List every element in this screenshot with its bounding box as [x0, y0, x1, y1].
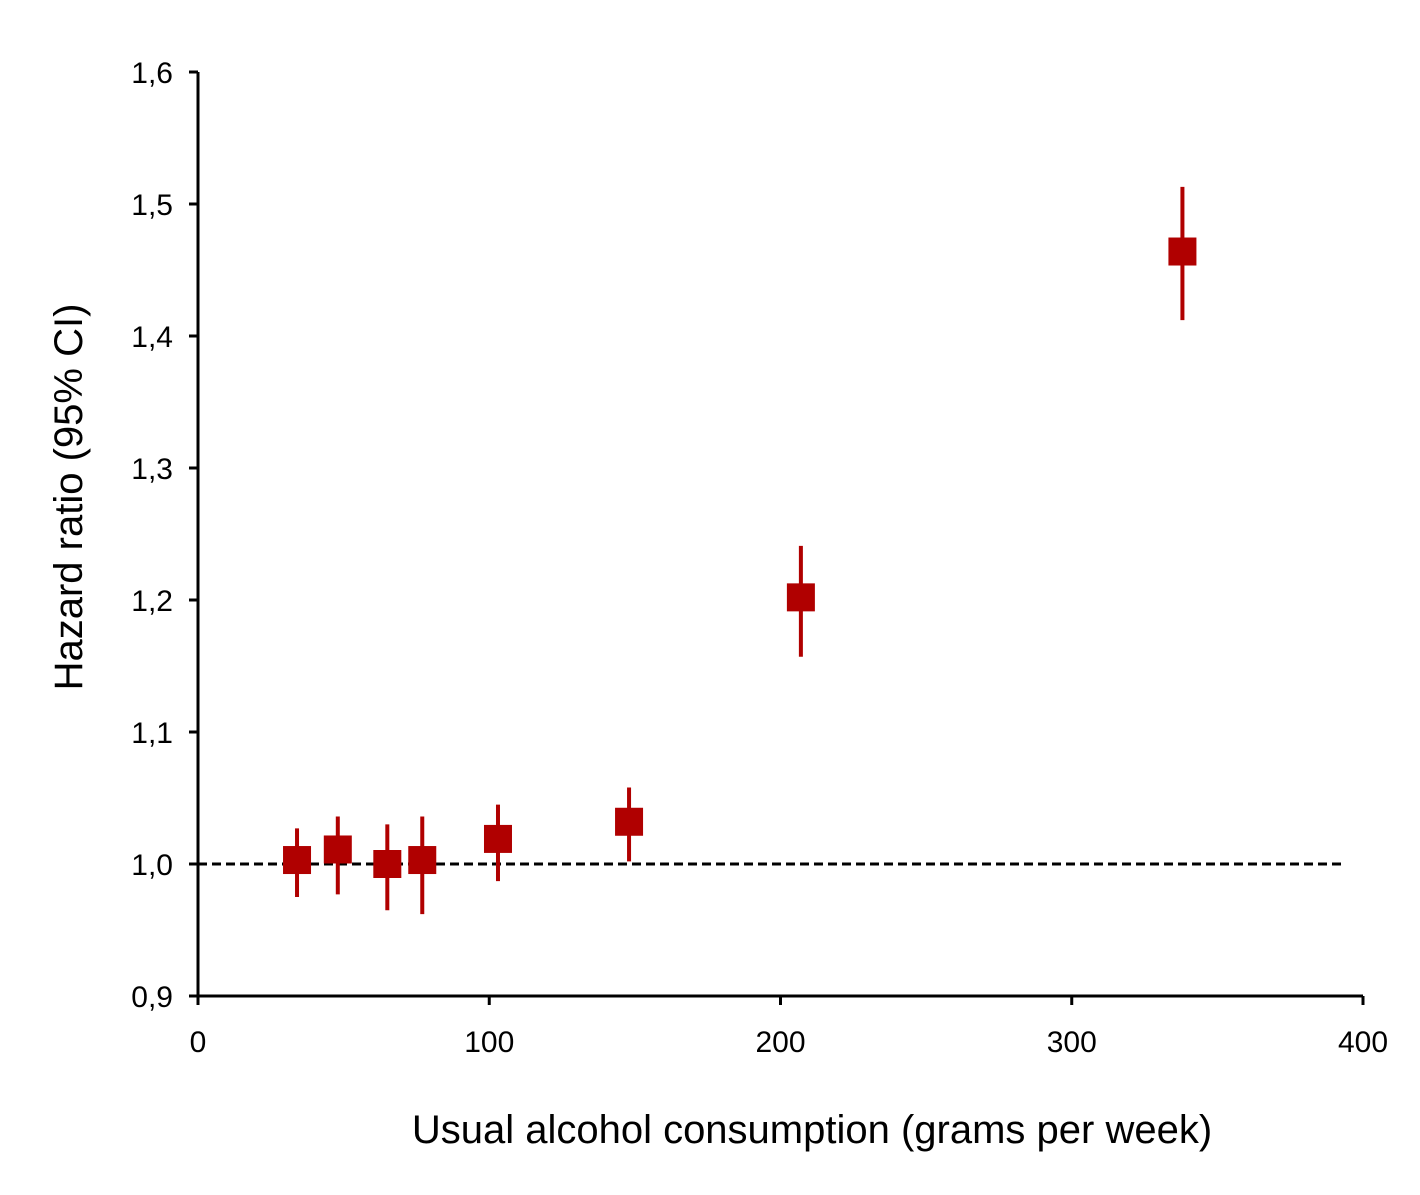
data-point [615, 787, 644, 862]
data-point [373, 824, 402, 911]
y-tick-label: 0,9 [131, 981, 173, 1014]
y-tick-label: 1,3 [131, 453, 173, 486]
point-marker [615, 807, 644, 836]
axes-layer [196, 72, 1363, 998]
y-tick-label: 1,6 [131, 57, 173, 90]
data-point [786, 545, 815, 657]
x-tick-label: 100 [464, 1026, 514, 1059]
x-tick-label: 400 [1338, 1026, 1388, 1059]
points-layer [283, 186, 1197, 915]
data-point [483, 804, 512, 882]
y-tick-label: 1,0 [131, 849, 173, 882]
y-tick-label: 1,4 [131, 321, 173, 354]
point-marker [408, 846, 437, 875]
x-axis-title: Usual alcohol consumption (grams per wee… [412, 1108, 1212, 1152]
point-marker [323, 835, 352, 864]
x-tick-label: 200 [755, 1026, 805, 1059]
y-tick-label: 1,2 [131, 585, 173, 618]
x-tick-label: 300 [1047, 1026, 1097, 1059]
x-tick-label: 0 [190, 1026, 207, 1059]
ticks-layer: 0,9 1,0 1,1 1,2 1,3 1,4 1,5 1,6 0 100 200 300 400 [131, 57, 1388, 1059]
point-marker [483, 824, 512, 853]
point-marker [1168, 237, 1197, 266]
y-tick-label: 1,5 [131, 189, 173, 222]
y-axis-title: Hazard ratio (95% CI) [47, 304, 91, 691]
data-point [323, 816, 352, 895]
point-marker [283, 846, 312, 875]
data-point [408, 816, 437, 915]
data-point [1168, 186, 1197, 321]
y-tick-label: 1,1 [131, 717, 173, 750]
point-marker [786, 583, 815, 612]
point-marker [373, 850, 402, 878]
data-point [283, 828, 312, 897]
